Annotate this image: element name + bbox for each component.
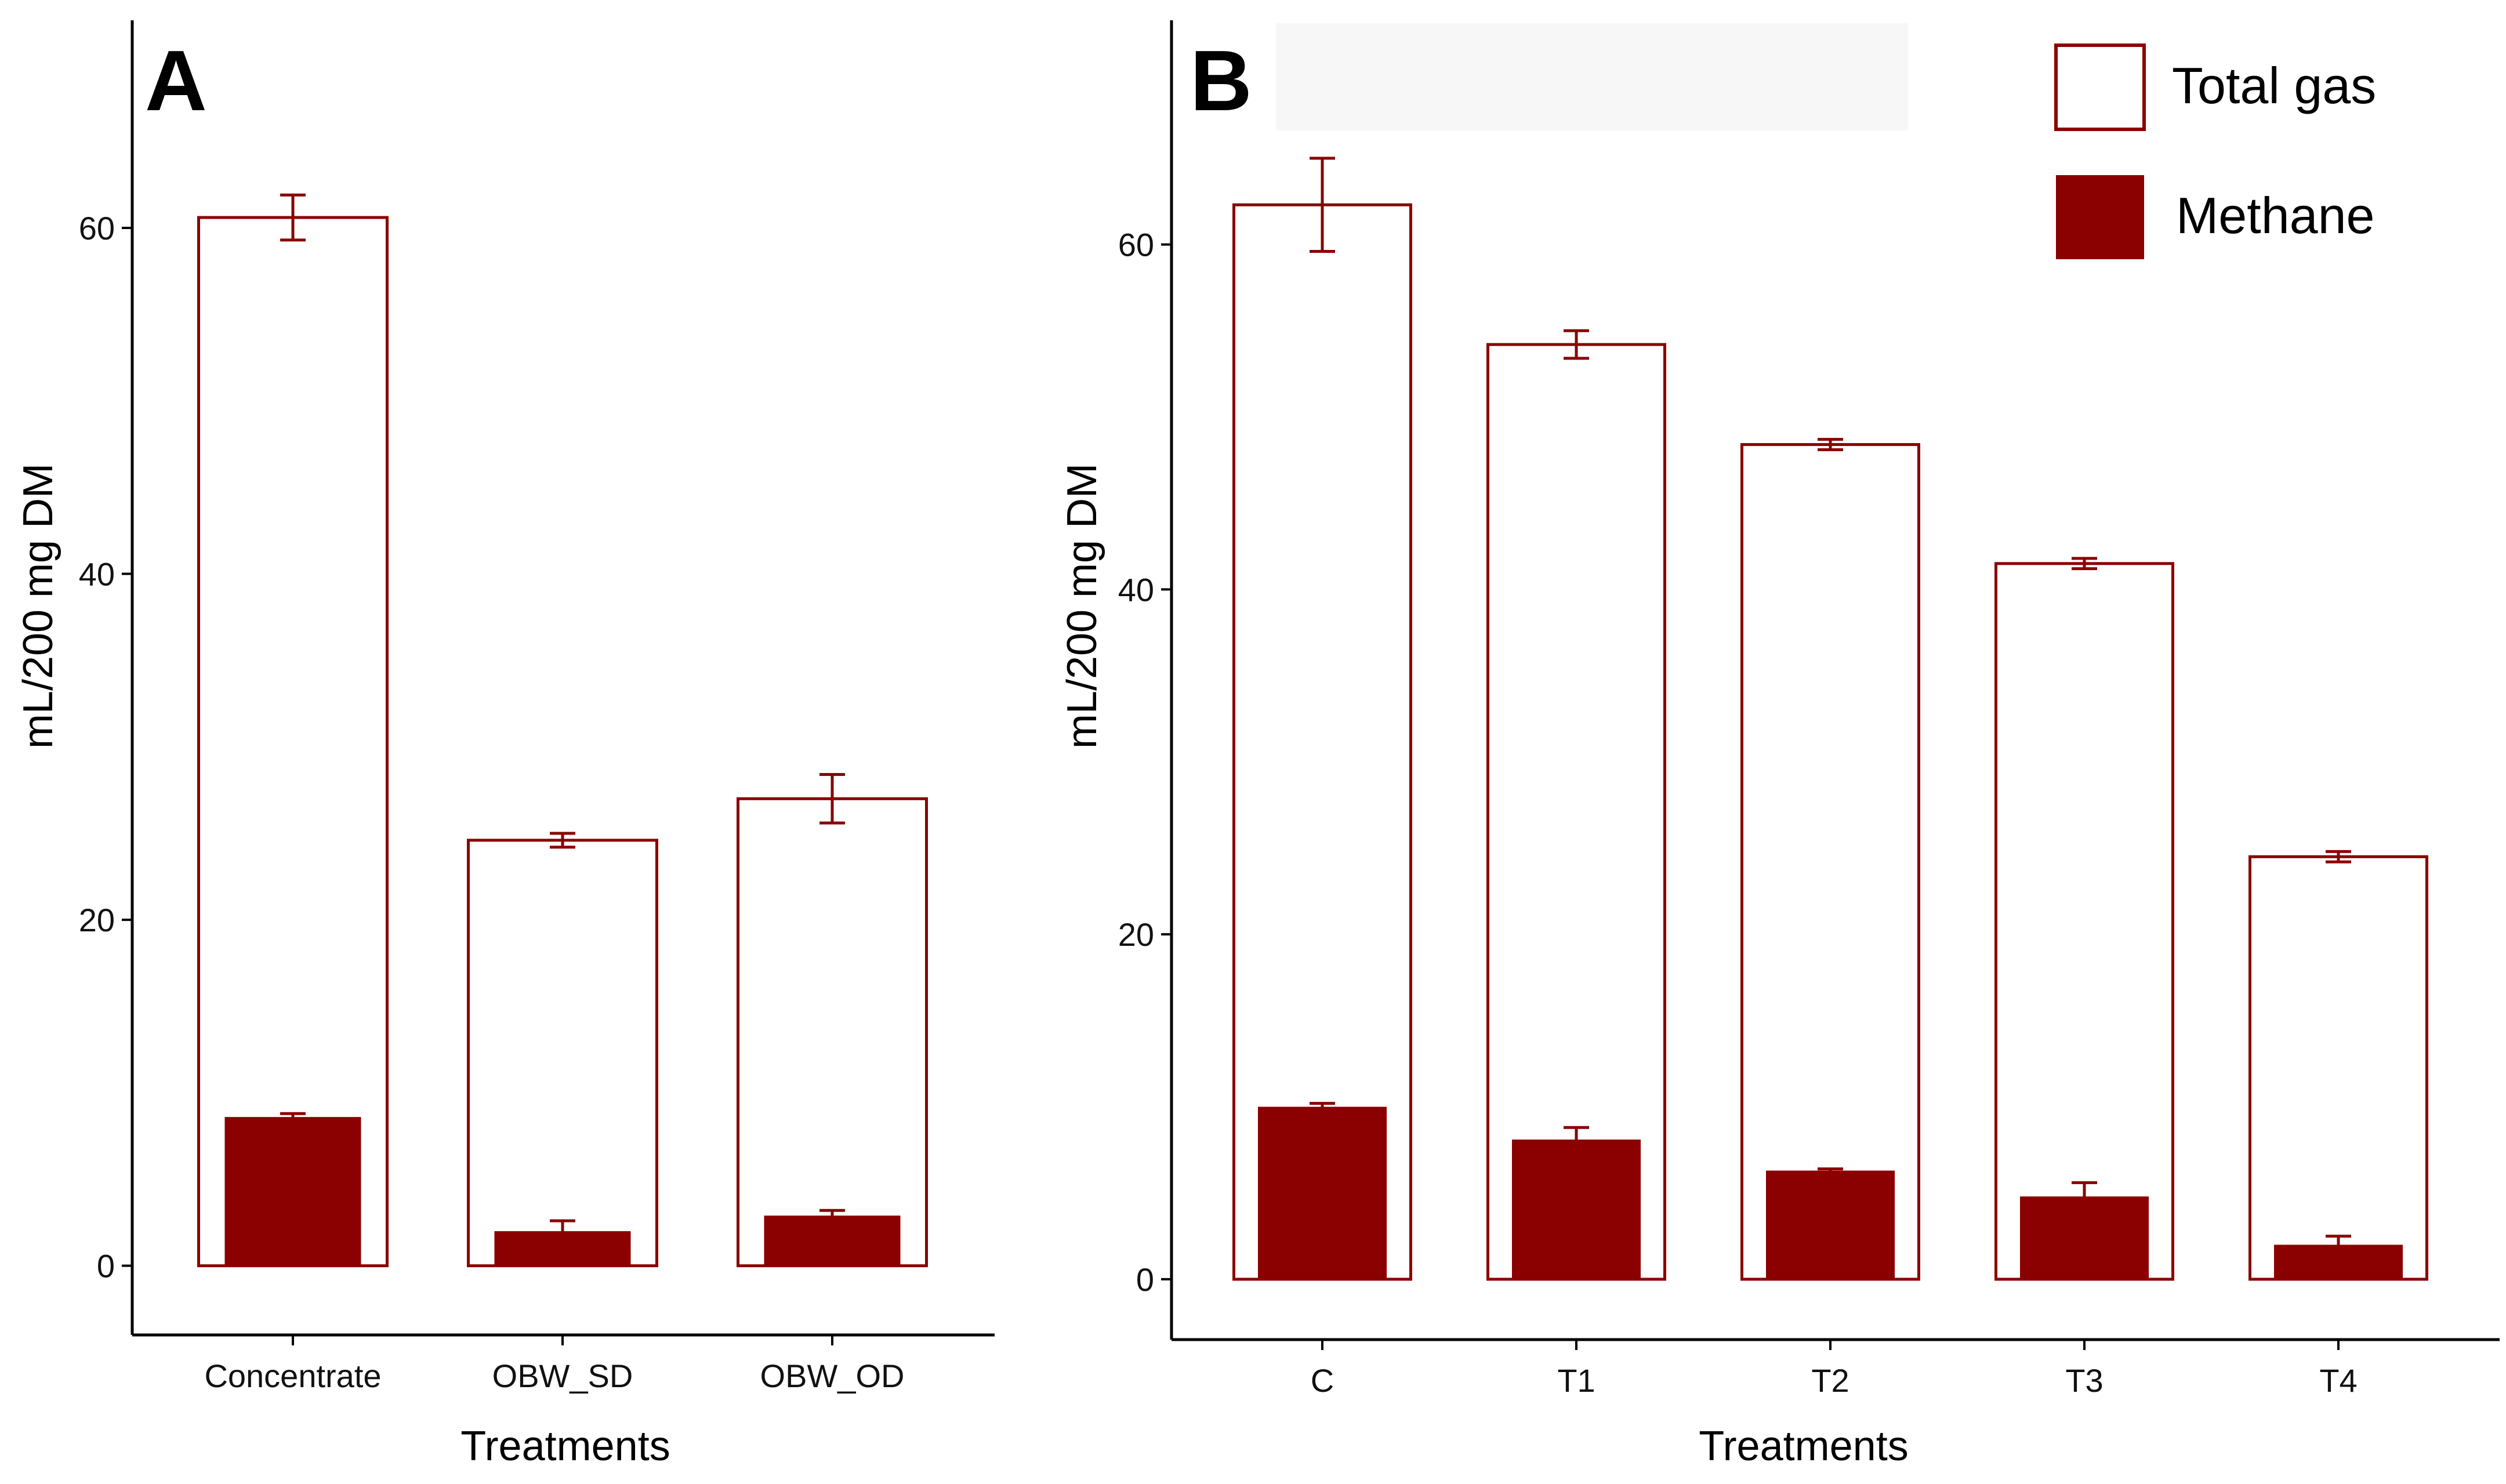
panel-a-x-axis-title: Treatments: [460, 1423, 670, 1470]
panel-a-methane-error-bar: [280, 1112, 306, 1122]
panel-a-y-axis-title: mL/200 mg DM: [15, 463, 61, 749]
panel-a-total-gas-error-bar: [280, 193, 306, 242]
legend-total-gas-key: [2054, 43, 2146, 131]
panel-a-x-tick-label: OBW_SD: [492, 1358, 633, 1394]
panel-a-y-tick-label: 40: [79, 556, 115, 593]
panel-b-total-gas-bar: [1740, 443, 1920, 1281]
panel-a-total-gas-error-bar: [819, 773, 845, 825]
panel-a-total-gas-error-bar: [550, 832, 575, 849]
panel-a-y-tick-label: 0: [97, 1248, 115, 1285]
panel-b-methane-error-bar: [1818, 1167, 1843, 1174]
panel-b-methane-error-bar: [1310, 1102, 1335, 1112]
panel-b-total-gas-error-bar: [1564, 329, 1589, 360]
panel-b-chart: B mL/200 mg DM Treatments 0 20 40 60 C T1 T2 T3…: [1059, 20, 2500, 1470]
panel-b-methane-bar: [1512, 1140, 1641, 1279]
panel-b-y-axis-title: mL/200 mg DM: [1059, 463, 1105, 749]
panel-b-total-gas-error-bar: [1818, 438, 1843, 451]
panel-b-y-tick-label: 40: [1118, 571, 1154, 608]
legend-total-gas-label: Total gas: [2172, 57, 2376, 114]
legend-methane-key: [2056, 175, 2144, 259]
panel-b-total-gas-bar: [2248, 855, 2428, 1281]
panel-b-x-tick-label: T3: [2065, 1362, 2103, 1399]
panel-b-y-tick-label: 20: [1118, 916, 1154, 953]
panel-a-total-gas-bar: [467, 839, 658, 1268]
panel-b-methane-error-bar: [1564, 1126, 1589, 1153]
panel-a-letter: A: [145, 33, 207, 129]
panel-a-total-gas-bar: [737, 797, 928, 1268]
panel-b-methane-bar: [1258, 1106, 1387, 1279]
panel-b-methane-error-bar: [2072, 1181, 2097, 1212]
panel-a-methane-bar: [764, 1215, 901, 1266]
panel-b-x-tick-label: T4: [2319, 1362, 2357, 1399]
panel-a-x-tick-label: OBW_OD: [760, 1358, 905, 1394]
panel-b-y-tick-label: 0: [1136, 1261, 1154, 1298]
panel-b-total-gas-error-bar: [2326, 850, 2351, 863]
panel-b-methane-error-bar: [2326, 1235, 2351, 1255]
panel-b-x-tick-label: T1: [1557, 1362, 1595, 1399]
panel-a-total-gas-bar: [197, 216, 389, 1268]
panel-b-header-shade: [1276, 23, 1908, 130]
panel-b-total-gas-error-bar: [2072, 557, 2097, 571]
panel-b-letter: B: [1190, 33, 1252, 129]
panel-a-y-tick-label: 20: [79, 902, 115, 938]
legend-methane-label: Methane: [2176, 187, 2374, 244]
panel-b-total-gas-error-bar: [1310, 157, 1335, 253]
panel-a-x-tick-label: Concentrate: [204, 1358, 381, 1394]
panel-a-methane-bar: [224, 1117, 361, 1266]
legend: Total gas Methane: [2054, 43, 2376, 259]
panel-b-methane-bar: [1766, 1170, 1895, 1279]
panel-b-x-tick-label: T2: [1811, 1362, 1849, 1399]
panel-b-y-tick-label: 60: [1118, 227, 1154, 263]
panel-b-x-tick-label: C: [1311, 1362, 1334, 1399]
panel-a-chart: A mL/200 mg DM Treatments 0 20 40 60 Concent…: [15, 20, 995, 1470]
panel-a-y-tick-label: 60: [79, 210, 115, 246]
panel-b-total-gas-bar: [1994, 562, 2174, 1281]
panel-b-x-axis-title: Treatments: [1699, 1423, 1908, 1470]
panel-a-methane-error-bar: [819, 1209, 845, 1222]
panel-a-methane-error-bar: [550, 1219, 575, 1243]
